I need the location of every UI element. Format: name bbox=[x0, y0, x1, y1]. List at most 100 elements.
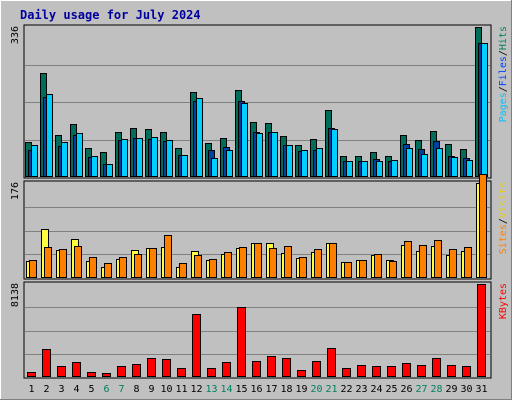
x-tick-label-day-5: 5 bbox=[88, 384, 94, 395]
series-hits-pages bbox=[31, 43, 488, 177]
bar-hits-pages-day-25 bbox=[391, 160, 398, 177]
legend-item-hits-2: Files bbox=[498, 56, 509, 86]
bar-visits-sites-day-23 bbox=[359, 260, 367, 278]
legend-visits: Sites/Visits bbox=[498, 182, 509, 254]
bar-kbytes-kbytes-day-15 bbox=[237, 307, 246, 377]
bar-visits-sites-day-26 bbox=[404, 241, 412, 278]
x-tick-label-day-30: 30 bbox=[460, 384, 472, 395]
bar-visits-sites-day-1 bbox=[29, 260, 37, 278]
bar-hits-pages-day-28 bbox=[436, 148, 443, 177]
bar-hits-pages-day-17 bbox=[271, 132, 278, 177]
bar-visits-sites-day-24 bbox=[374, 254, 382, 278]
x-tick-label-day-10: 10 bbox=[160, 384, 172, 395]
bar-hits-pages-day-10 bbox=[166, 140, 173, 177]
x-tick-label-day-2: 2 bbox=[43, 384, 49, 395]
x-tick-label-day-4: 4 bbox=[73, 384, 79, 395]
bar-hits-pages-day-15 bbox=[241, 103, 248, 177]
y-max-label-kbytes: 8138 bbox=[10, 283, 21, 307]
bar-hits-pages-day-20 bbox=[316, 148, 323, 177]
bar-visits-sites-day-27 bbox=[419, 245, 427, 278]
bar-kbytes-kbytes-day-8 bbox=[132, 364, 141, 377]
bar-kbytes-kbytes-day-25 bbox=[387, 366, 396, 377]
bar-kbytes-kbytes-day-9 bbox=[147, 358, 156, 377]
x-tick-label-day-8: 8 bbox=[133, 384, 139, 395]
bar-visits-sites-day-29 bbox=[449, 249, 457, 278]
bar-kbytes-kbytes-day-12 bbox=[192, 314, 201, 377]
x-tick-label-day-13: 13 bbox=[205, 384, 217, 395]
bar-kbytes-kbytes-day-26 bbox=[402, 363, 411, 377]
x-tick-label-day-12: 12 bbox=[190, 384, 202, 395]
bar-visits-sites-day-15 bbox=[239, 247, 247, 278]
bar-kbytes-kbytes-day-28 bbox=[432, 358, 441, 377]
bar-kbytes-kbytes-day-14 bbox=[222, 362, 231, 377]
chart-title: Daily usage for July 2024 bbox=[20, 8, 201, 22]
bar-kbytes-kbytes-day-10 bbox=[162, 359, 171, 377]
bar-visits-sites-day-22 bbox=[344, 262, 352, 278]
x-tick-label-day-18: 18 bbox=[280, 384, 292, 395]
legend-kbytes: KBytes bbox=[498, 283, 509, 319]
x-tick-label-day-29: 29 bbox=[445, 384, 457, 395]
bar-hits-pages-day-24 bbox=[376, 161, 383, 177]
bar-visits-sites-day-10 bbox=[164, 235, 172, 278]
x-tick-label-day-9: 9 bbox=[148, 384, 154, 395]
legend-item-visits-1: / bbox=[498, 218, 509, 224]
bar-hits-pages-day-3 bbox=[61, 142, 68, 177]
bar-kbytes-kbytes-day-13 bbox=[207, 368, 216, 377]
bar-visits-sites-day-3 bbox=[59, 249, 67, 278]
bar-hits-pages-day-8 bbox=[136, 138, 143, 177]
bar-kbytes-kbytes-day-4 bbox=[72, 362, 81, 377]
bar-hits-pages-day-4 bbox=[76, 133, 83, 177]
bar-hits-pages-day-11 bbox=[181, 155, 188, 177]
bar-visits-sites-day-21 bbox=[329, 243, 337, 278]
x-tick-label-day-1: 1 bbox=[28, 384, 34, 395]
x-tick-label-day-15: 15 bbox=[235, 384, 247, 395]
legend-item-hits-3: / bbox=[498, 50, 509, 56]
legend-item-visits-0: Sites bbox=[498, 224, 509, 254]
bar-kbytes-kbytes-day-6 bbox=[102, 373, 111, 377]
bar-visits-sites-day-17 bbox=[269, 248, 277, 278]
bar-kbytes-kbytes-day-16 bbox=[252, 361, 261, 377]
bar-visits-sites-day-8 bbox=[134, 254, 142, 278]
bar-hits-pages-day-22 bbox=[346, 161, 353, 177]
x-tick-label-day-16: 16 bbox=[250, 384, 262, 395]
bar-visits-sites-day-14 bbox=[224, 252, 232, 278]
bar-kbytes-kbytes-day-5 bbox=[87, 372, 96, 377]
bar-hits-pages-day-23 bbox=[361, 161, 368, 177]
bar-visits-sites-day-12 bbox=[194, 255, 202, 278]
x-tick-label-day-26: 26 bbox=[400, 384, 412, 395]
bar-hits-pages-day-27 bbox=[421, 154, 428, 177]
bar-kbytes-kbytes-day-20 bbox=[312, 361, 321, 377]
legend-item-kbytes-0: KBytes bbox=[498, 283, 509, 319]
bar-visits-sites-day-18 bbox=[284, 246, 292, 278]
bar-visits-sites-day-31 bbox=[479, 174, 487, 278]
bar-hits-pages-day-26 bbox=[406, 148, 413, 177]
bar-hits-pages-day-12 bbox=[196, 98, 203, 177]
series-visits-sites bbox=[29, 174, 487, 278]
panel-visits: 176 Sites/Visits bbox=[10, 174, 509, 280]
legend-item-visits-2: Visits bbox=[498, 182, 509, 218]
x-tick-label-day-24: 24 bbox=[370, 384, 382, 395]
bar-hits-pages-day-18 bbox=[286, 145, 293, 177]
bar-hits-pages-day-9 bbox=[151, 137, 158, 177]
x-tick-label-day-19: 19 bbox=[295, 384, 307, 395]
x-tick-label-day-22: 22 bbox=[340, 384, 352, 395]
x-tick-label-day-20: 20 bbox=[310, 384, 322, 395]
bar-hits-pages-day-1 bbox=[31, 145, 38, 177]
bar-kbytes-kbytes-day-29 bbox=[447, 365, 456, 377]
legend-item-hits-1: / bbox=[498, 86, 509, 92]
bar-hits-pages-day-5 bbox=[91, 156, 98, 177]
bar-visits-sites-day-5 bbox=[89, 257, 97, 278]
bar-kbytes-kbytes-day-17 bbox=[267, 356, 276, 377]
x-axis-day-labels: 1 2 3 4 5 6 7 8 9 10 11 12 13 14 15 16 17 18 19 20 21 22 23 24 2… bbox=[28, 384, 487, 395]
bar-hits-pages-day-16 bbox=[256, 133, 263, 177]
y-max-label-hits: 336 bbox=[10, 26, 21, 44]
x-tick-label-day-6: 6 bbox=[103, 384, 109, 395]
bar-kbytes-kbytes-day-2 bbox=[42, 349, 51, 377]
bar-hits-pages-day-7 bbox=[121, 139, 128, 177]
bar-kbytes-kbytes-day-31 bbox=[477, 284, 486, 377]
y-max-label-visits: 176 bbox=[10, 182, 21, 200]
bar-visits-sites-day-13 bbox=[209, 259, 217, 278]
bar-kbytes-kbytes-day-21 bbox=[327, 348, 336, 377]
x-tick-label-day-23: 23 bbox=[355, 384, 367, 395]
